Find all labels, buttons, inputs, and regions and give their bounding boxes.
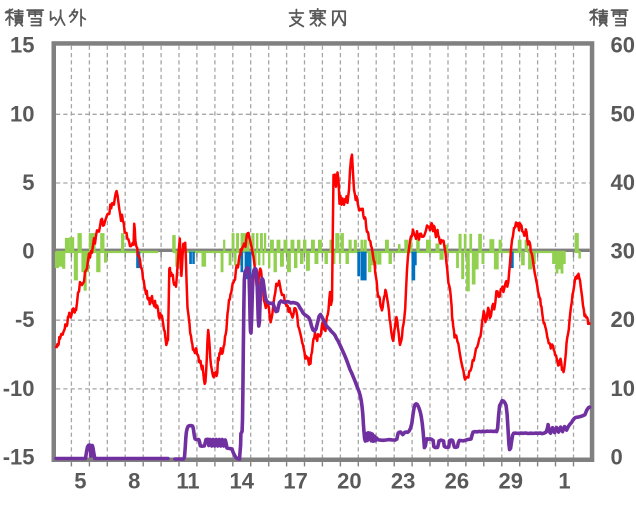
svg-text:10: 10	[611, 376, 635, 401]
svg-text:23: 23	[391, 469, 415, 494]
svg-text:15: 15	[10, 33, 34, 58]
svg-text:30: 30	[611, 239, 635, 264]
svg-text:11: 11	[176, 469, 199, 494]
svg-text:10: 10	[10, 101, 34, 126]
svg-text:50: 50	[611, 101, 635, 126]
svg-text:20: 20	[611, 307, 635, 332]
svg-text:60: 60	[611, 33, 635, 58]
svg-text:-10: -10	[3, 376, 35, 401]
svg-text:0: 0	[611, 445, 623, 470]
svg-text:-5: -5	[15, 307, 35, 332]
svg-text:17: 17	[283, 469, 307, 494]
svg-text:1: 1	[558, 469, 570, 494]
svg-text:14: 14	[230, 469, 255, 494]
svg-text:0: 0	[22, 239, 34, 264]
svg-text:40: 40	[611, 170, 635, 195]
svg-text:26: 26	[445, 469, 469, 494]
svg-text:20: 20	[337, 469, 361, 494]
svg-text:5: 5	[74, 469, 86, 494]
svg-text:29: 29	[498, 469, 522, 494]
svg-text:5: 5	[22, 170, 34, 195]
svg-text:8: 8	[128, 469, 140, 494]
svg-text:-15: -15	[3, 445, 35, 470]
